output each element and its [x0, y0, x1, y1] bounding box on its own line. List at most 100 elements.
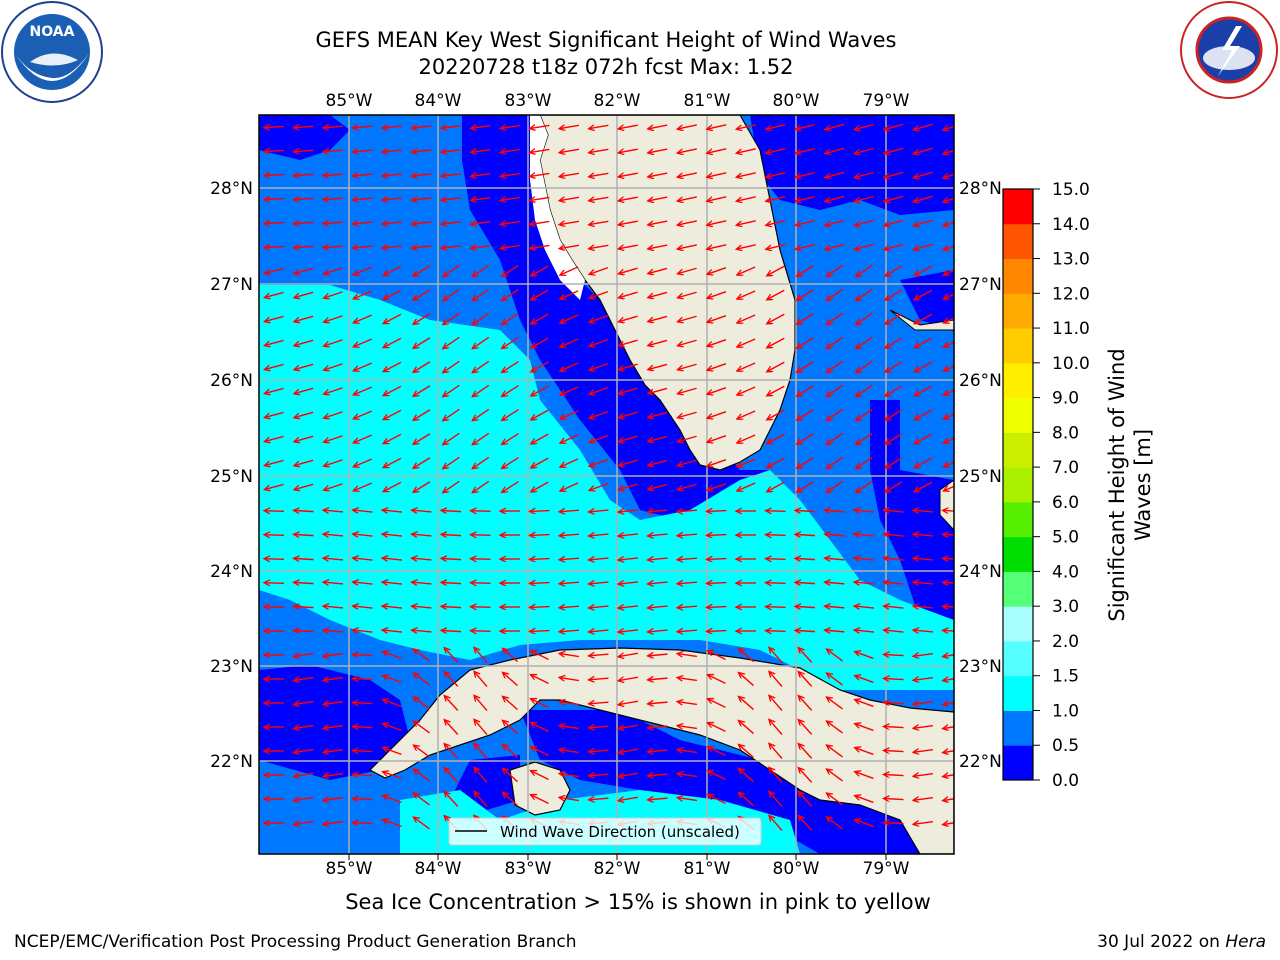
wind-arrow [707, 795, 726, 804]
wind-arrow [471, 583, 491, 584]
wind-arrow [648, 125, 668, 129]
contour-low-east [870, 400, 954, 640]
lat-labels-right: 28°N 27°N 26°N 25°N 24°N 23°N 22°N [959, 179, 1002, 772]
wind-arrow [353, 582, 373, 584]
wind-arrow [353, 386, 373, 395]
wind-arrow [943, 315, 954, 323]
wind-arrow [324, 387, 343, 394]
wind-arrow [856, 408, 873, 420]
wind-arrow [737, 482, 756, 491]
wind-arrow [503, 696, 518, 711]
wind-arrow [826, 336, 844, 348]
wind-arrow [826, 673, 843, 686]
wind-arrow [353, 822, 373, 823]
wind-arrow [707, 651, 726, 660]
wind-arrow [885, 433, 903, 445]
wind-arrow [531, 289, 549, 300]
wind-arrow [589, 726, 609, 728]
wind-arrow [707, 363, 727, 371]
wind-arrow [383, 700, 402, 708]
wind-arrow [353, 558, 373, 560]
colorbar-box [1003, 745, 1033, 781]
lon-label-bottom: 81°W [684, 859, 731, 879]
wind-arrow [323, 774, 344, 777]
wind-arrow [412, 582, 432, 584]
wind-arrow [589, 266, 609, 275]
lat-label-right: 28°N [959, 179, 1002, 199]
wind-arrow [264, 363, 284, 369]
wind-arrow [531, 385, 549, 396]
wind-arrow [531, 747, 549, 757]
wind-arrow [677, 630, 698, 632]
wind-arrow [769, 647, 783, 664]
wind-arrow [324, 339, 343, 346]
wind-arrow [797, 385, 814, 397]
wind-arrow [323, 606, 344, 608]
wind-arrow [766, 583, 786, 584]
wind-arrow [943, 291, 954, 299]
wind-arrow [737, 362, 756, 371]
wind-arrow [677, 702, 697, 705]
wind-arrow [648, 558, 668, 560]
wind-arrow [825, 123, 845, 129]
land-florida-white-edge [530, 115, 585, 300]
wind-arrow [766, 243, 786, 250]
wind-arrow [943, 387, 954, 395]
wind-arrow [914, 289, 933, 299]
wind-arrow [560, 482, 579, 491]
wind-arrow [825, 243, 845, 249]
wind-arrow [559, 653, 579, 656]
wind-arrow [472, 312, 490, 324]
wind-arrow [324, 459, 343, 466]
wind-arrow [618, 267, 638, 274]
wind-arrow [324, 291, 343, 298]
wind-arrow [677, 678, 697, 681]
lon-label-top: 82°W [594, 91, 641, 111]
wind-arrow [353, 606, 373, 608]
wind-arrow [441, 558, 462, 559]
wind-arrow [914, 409, 933, 419]
wind-arrow [323, 726, 344, 729]
wind-arrow [825, 534, 845, 536]
wind-arrow [353, 654, 373, 655]
wind-arrow [913, 822, 934, 825]
wind-arrow [856, 288, 873, 300]
wind-arrow [913, 195, 933, 202]
colorbar-box [1003, 293, 1033, 329]
wind-arrow [738, 768, 754, 783]
wind-arrow [795, 558, 816, 559]
wind-arrow [648, 798, 668, 800]
wind-arrow [767, 313, 785, 324]
wind-arrow [826, 649, 843, 662]
wind-arrow [618, 363, 638, 370]
wind-arrow [677, 606, 698, 608]
wind-arrow [943, 821, 954, 824]
wind-arrow [618, 749, 638, 752]
colorbar-tick-label: 7.0 [1052, 458, 1079, 478]
lon-label-bottom: 82°W [594, 859, 641, 879]
lon-label-top: 85°W [326, 91, 373, 111]
wind-arrow [530, 607, 550, 608]
wind-arrow [500, 246, 520, 249]
wind-arrow [531, 433, 549, 444]
colorbar-box [1003, 397, 1033, 433]
wind-arrow [353, 482, 373, 491]
wind-arrow [500, 222, 520, 225]
wind-arrow [559, 510, 580, 512]
wind-arrow [530, 149, 550, 152]
wind-arrow [559, 245, 579, 248]
wind-arrow [618, 630, 639, 632]
wind-arrow [323, 150, 344, 152]
colorbar-tick-label: 1.0 [1052, 701, 1079, 721]
wind-arrow [677, 510, 698, 512]
wind-arrow [913, 606, 934, 608]
wind-arrow [559, 797, 579, 800]
wind-arrow [383, 652, 402, 660]
wind-arrow [825, 582, 845, 584]
wind-arrow [826, 480, 844, 492]
wind-arrow [884, 630, 904, 632]
wind-arrow [707, 315, 727, 323]
wind-arrow [383, 385, 402, 395]
wind-arrow [797, 457, 814, 469]
colorbar-tick-label: 15.0 [1052, 180, 1090, 200]
